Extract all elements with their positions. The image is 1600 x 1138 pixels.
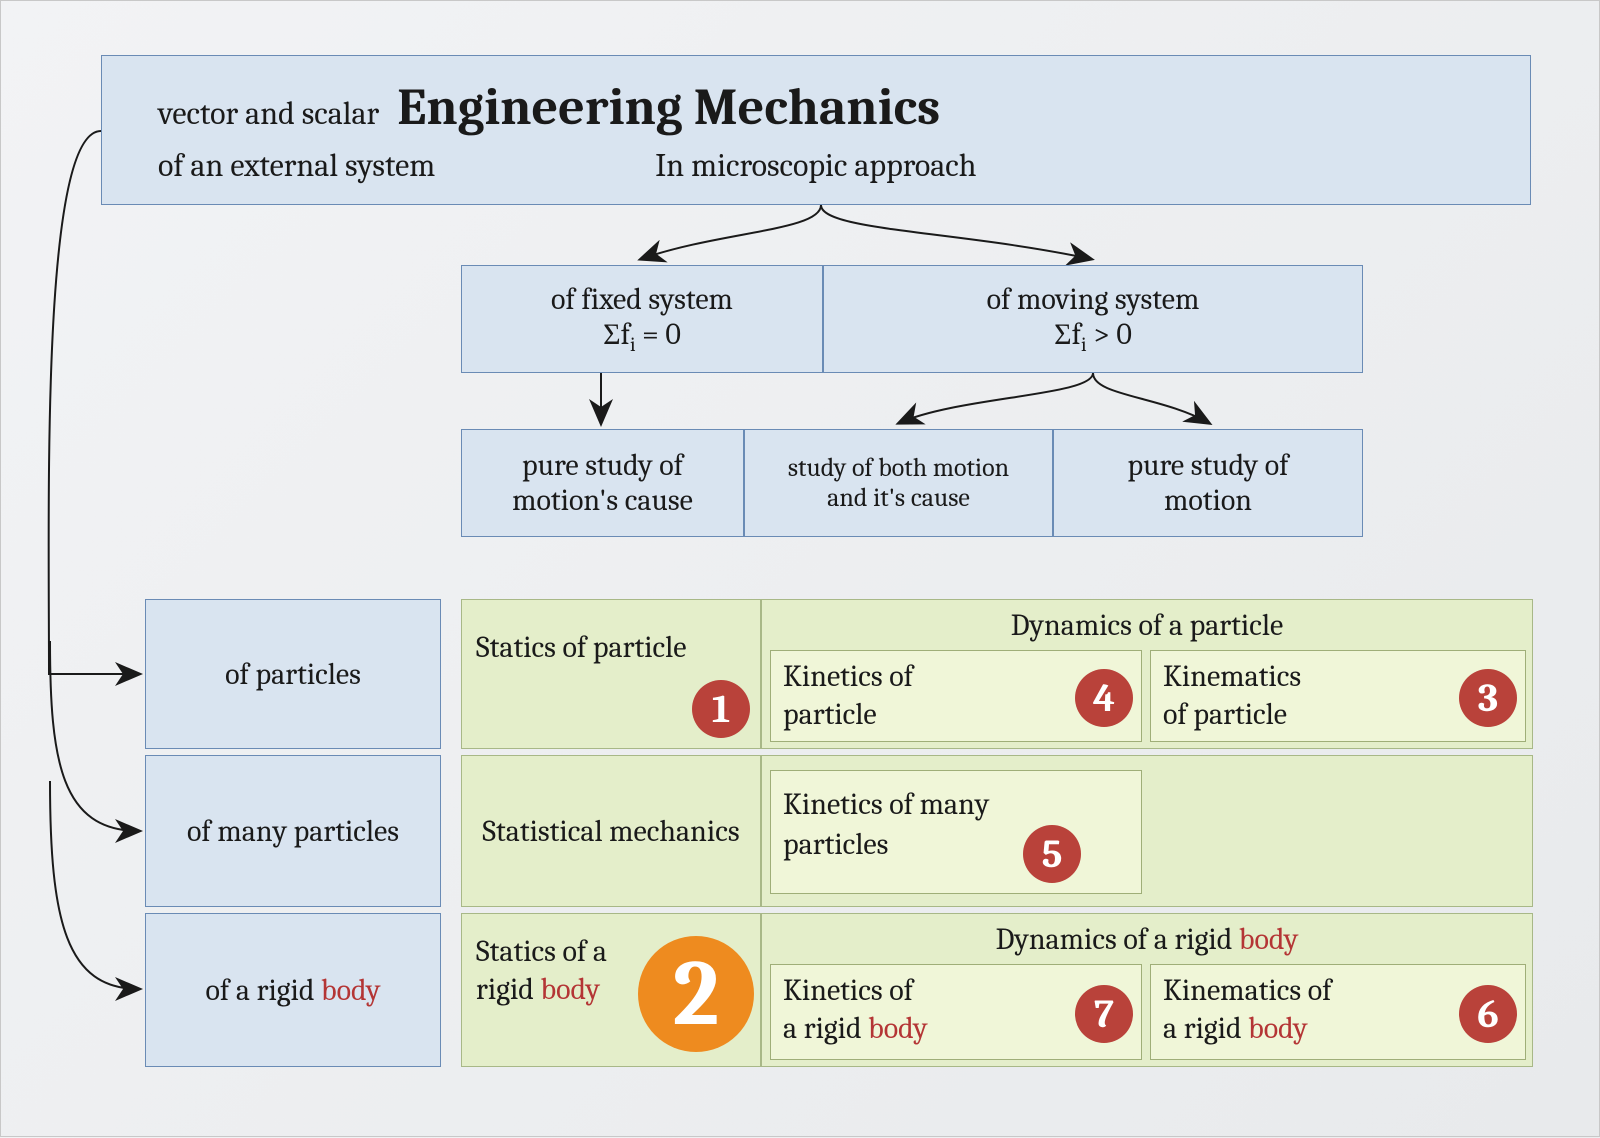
grid-r2-right: Kinetics of many particles 5: [761, 755, 1533, 907]
badge-2-num: 2: [673, 941, 720, 1047]
r3a-l1: Kinetics of: [783, 973, 913, 1008]
badge-5-num: 5: [1042, 831, 1063, 877]
r3b-red: body: [1248, 1011, 1307, 1046]
grid-r1-right: Dynamics of a particle Kinetics of parti…: [761, 599, 1533, 749]
r3l-red: body: [540, 972, 599, 1007]
r3h-red: body: [1239, 922, 1298, 957]
r3a-l2: a rigid body: [783, 1011, 928, 1046]
r3b-pre: a rigid: [1163, 1011, 1248, 1046]
r1-right-header: Dynamics of a particle: [762, 608, 1532, 643]
badge-5: 5: [1023, 825, 1081, 883]
moving-post: > 0: [1087, 317, 1132, 352]
row3b-l2: and it's cause: [827, 483, 970, 513]
r1-kinetics-particle: Kinetics of particle 4: [770, 650, 1142, 742]
r1b-l1: Kinematics: [1163, 659, 1301, 694]
row3c-l2: motion: [1164, 483, 1252, 518]
header-title: Engineering Mechanics: [397, 77, 940, 137]
fixed-system-l2: Σfi = 0: [603, 317, 681, 356]
fixed-system-box: of fixed system Σfi = 0: [461, 265, 823, 373]
r1b-l2: of particle: [1163, 697, 1287, 732]
row3a-l1: pure study of: [522, 448, 683, 483]
row3-motion-box: pure study of motion: [1053, 429, 1363, 537]
r3-left-l2: rigid body: [476, 972, 600, 1007]
badge-4-num: 4: [1093, 675, 1115, 721]
badge-1: 1: [692, 680, 750, 738]
badge-3-num: 3: [1478, 675, 1498, 721]
grid-r3-left: Statics of a rigid body 2: [461, 913, 761, 1067]
badge-2: 2: [638, 936, 754, 1052]
r2-kinetics-many: Kinetics of many particles 5: [770, 770, 1142, 894]
badge-6: 6: [1459, 985, 1517, 1043]
r1a-l1: Kinetics of: [783, 659, 913, 694]
r3-right-header: Dynamics of a rigid body: [762, 922, 1532, 957]
moving-system-box: of moving system Σfi > 0: [823, 265, 1363, 373]
r3b-l2: a rigid body: [1163, 1011, 1308, 1046]
header-pretitle: vector and scalar: [158, 95, 379, 132]
r1a-l2: particle: [783, 697, 877, 732]
side-rigid-body-box: of a rigid body: [145, 913, 441, 1067]
row3-both-box: study of both motion and it's cause: [744, 429, 1053, 537]
badge-1-num: 1: [712, 686, 730, 732]
badge-3: 3: [1459, 669, 1517, 727]
side2-label: of many particles: [187, 814, 399, 849]
r1-left-label: Statics of particle: [476, 630, 687, 665]
row3a-l2: motion's cause: [512, 483, 693, 518]
r3l-pre: rigid: [476, 972, 540, 1007]
fixed-system-l1: of fixed system: [551, 282, 733, 317]
row3b-l1: study of both motion: [788, 453, 1009, 483]
header-box: vector and scalar Engineering Mechanics …: [101, 55, 1531, 205]
r1-kinematics-particle: Kinematics of particle 3: [1150, 650, 1526, 742]
badge-7: 7: [1075, 985, 1133, 1043]
r3a-red: body: [868, 1011, 927, 1046]
grid-r1-left: Statics of particle 1: [461, 599, 761, 749]
side1-label: of particles: [225, 657, 361, 692]
row3c-l1: pure study of: [1128, 448, 1289, 483]
r3b-l1: Kinematics of: [1163, 973, 1332, 1008]
fixed-post: = 0: [636, 317, 681, 352]
r2a-l1: Kinetics of many: [783, 787, 989, 822]
r3-left-l1: Statics of a: [476, 934, 607, 969]
grid-r3-right: Dynamics of a rigid body Kinetics of a r…: [761, 913, 1533, 1067]
mechanics-diagram: vector and scalar Engineering Mechanics …: [1, 1, 1600, 1138]
header-sub-left: of an external system: [158, 147, 435, 184]
side-particles-box: of particles: [145, 599, 441, 749]
fixed-sigma: Σf: [603, 317, 630, 352]
side3-label: of a rigid body: [205, 973, 380, 1008]
row3-cause-box: pure study of motion's cause: [461, 429, 744, 537]
badge-7-num: 7: [1094, 991, 1114, 1037]
side3-red: body: [321, 973, 380, 1008]
side3-pre: of a rigid: [205, 973, 321, 1008]
r3a-pre: a rigid: [783, 1011, 868, 1046]
badge-4: 4: [1075, 669, 1133, 727]
r3h-pre: Dynamics of a rigid: [996, 922, 1239, 957]
r2-left-label: Statistical mechanics: [476, 814, 745, 849]
header-sub-right: In microscopic approach: [655, 147, 976, 184]
badge-6-num: 6: [1477, 991, 1499, 1037]
grid-r2-left: Statistical mechanics: [461, 755, 761, 907]
r3-kinetics-rigid: Kinetics of a rigid body 7: [770, 964, 1142, 1060]
r3-kinematics-rigid: Kinematics of a rigid body 6: [1150, 964, 1526, 1060]
r2a-l2: particles: [783, 827, 888, 862]
side-many-particles-box: of many particles: [145, 755, 441, 907]
moving-system-l2: Σfi > 0: [1054, 317, 1132, 356]
moving-system-l1: of moving system: [987, 282, 1200, 317]
moving-sigma: Σf: [1054, 317, 1081, 352]
